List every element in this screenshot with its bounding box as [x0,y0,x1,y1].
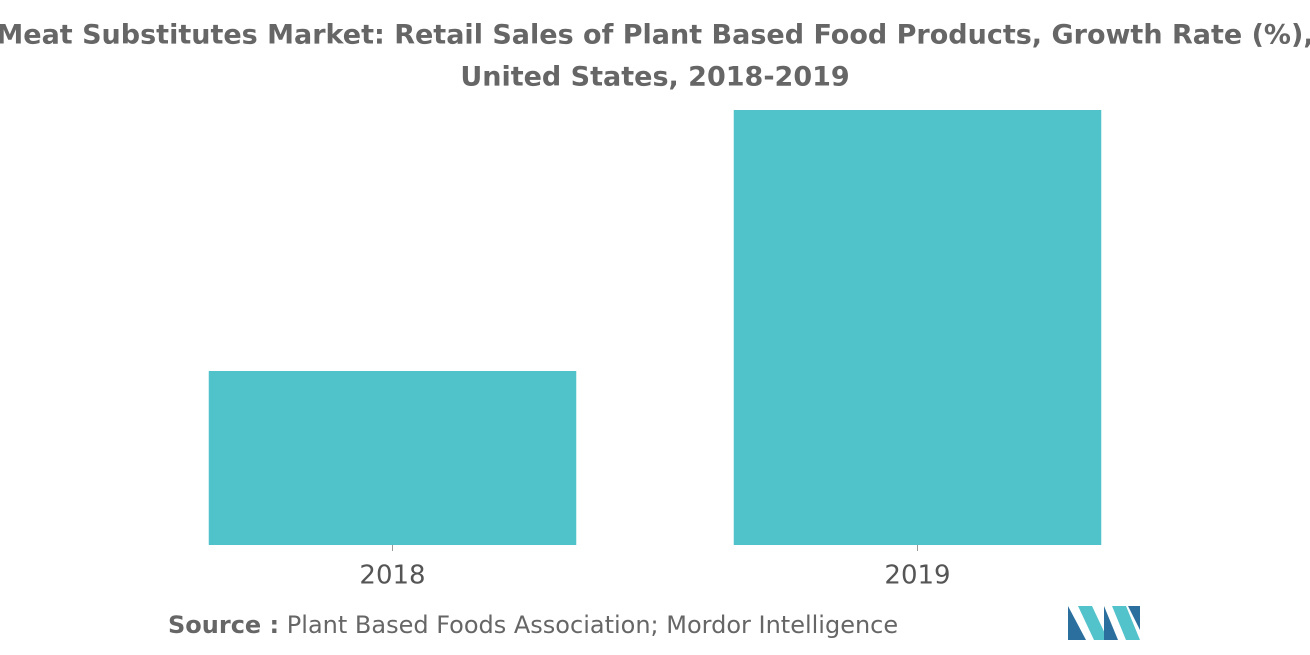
source-text: Plant Based Foods Association; Mordor In… [287,611,898,639]
source-label: Source : [168,611,279,639]
x-tick-label: 2019 [884,561,950,591]
bar [733,110,1102,545]
x-tick-label: 2018 [359,561,425,591]
chart-subtitle: United States, 2018-2019 [460,62,849,93]
source: Source : Plant Based Foods Association; … [168,611,898,639]
chart-title: Meat Substitutes Market: Retail Sales of… [0,20,1310,51]
logo [1068,606,1140,640]
bar [208,371,577,545]
